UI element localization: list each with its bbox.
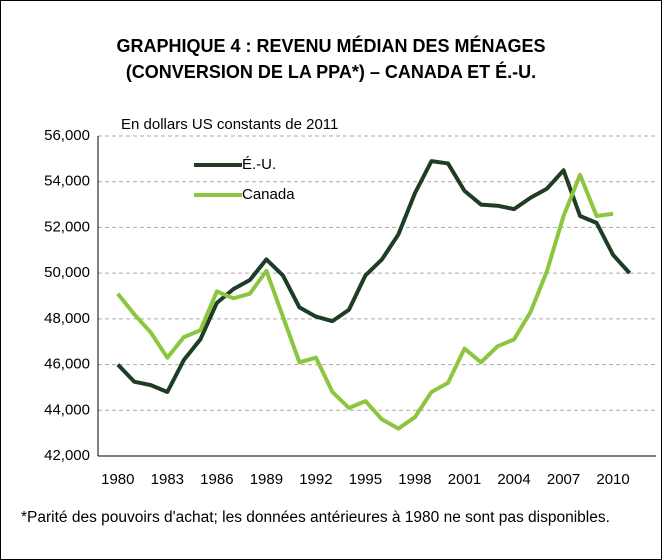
legend-label: Canada bbox=[242, 186, 295, 203]
x-tick-label: 1983 bbox=[151, 471, 184, 488]
subtitle: En dollars US constants de 2011 bbox=[121, 116, 338, 133]
x-tick-label: 2010 bbox=[596, 471, 629, 488]
x-tick-label: 1980 bbox=[101, 471, 134, 488]
y-tick-label: 42,000 bbox=[44, 447, 90, 464]
y-tick-label: 48,000 bbox=[44, 310, 90, 327]
chart: GRAPHIQUE 4 : REVENU MÉDIAN DES MÉNAGES … bbox=[44, 35, 656, 488]
x-tick-label: 1998 bbox=[398, 471, 431, 488]
y-tick-label: 46,000 bbox=[44, 356, 90, 373]
x-tick-label: 2004 bbox=[497, 471, 530, 488]
y-tick-label: 44,000 bbox=[44, 401, 90, 418]
legend-label: É.-U. bbox=[242, 156, 276, 173]
x-tick-label: 1995 bbox=[349, 471, 382, 488]
x-tick-label: 2007 bbox=[547, 471, 580, 488]
data-line bbox=[116, 159, 632, 394]
footnote: *Parité des pouvoirs d'achat; les donnée… bbox=[21, 509, 610, 526]
x-tick-label: 1992 bbox=[299, 471, 332, 488]
x-tick-label: 1989 bbox=[250, 471, 283, 488]
y-tick-label: 56,000 bbox=[44, 127, 90, 144]
x-tick-label: 2001 bbox=[448, 471, 481, 488]
chart-title: (CONVERSION DE LA PPA*) – CANADA ET É.-U… bbox=[126, 61, 536, 82]
x-tick-label: 1986 bbox=[200, 471, 233, 488]
chart-title: GRAPHIQUE 4 : REVENU MÉDIAN DES MÉNAGES bbox=[116, 35, 545, 56]
data-line bbox=[116, 172, 614, 431]
y-tick-label: 54,000 bbox=[44, 173, 90, 190]
y-tick-label: 50,000 bbox=[44, 264, 90, 281]
y-tick-label: 52,000 bbox=[44, 218, 90, 235]
